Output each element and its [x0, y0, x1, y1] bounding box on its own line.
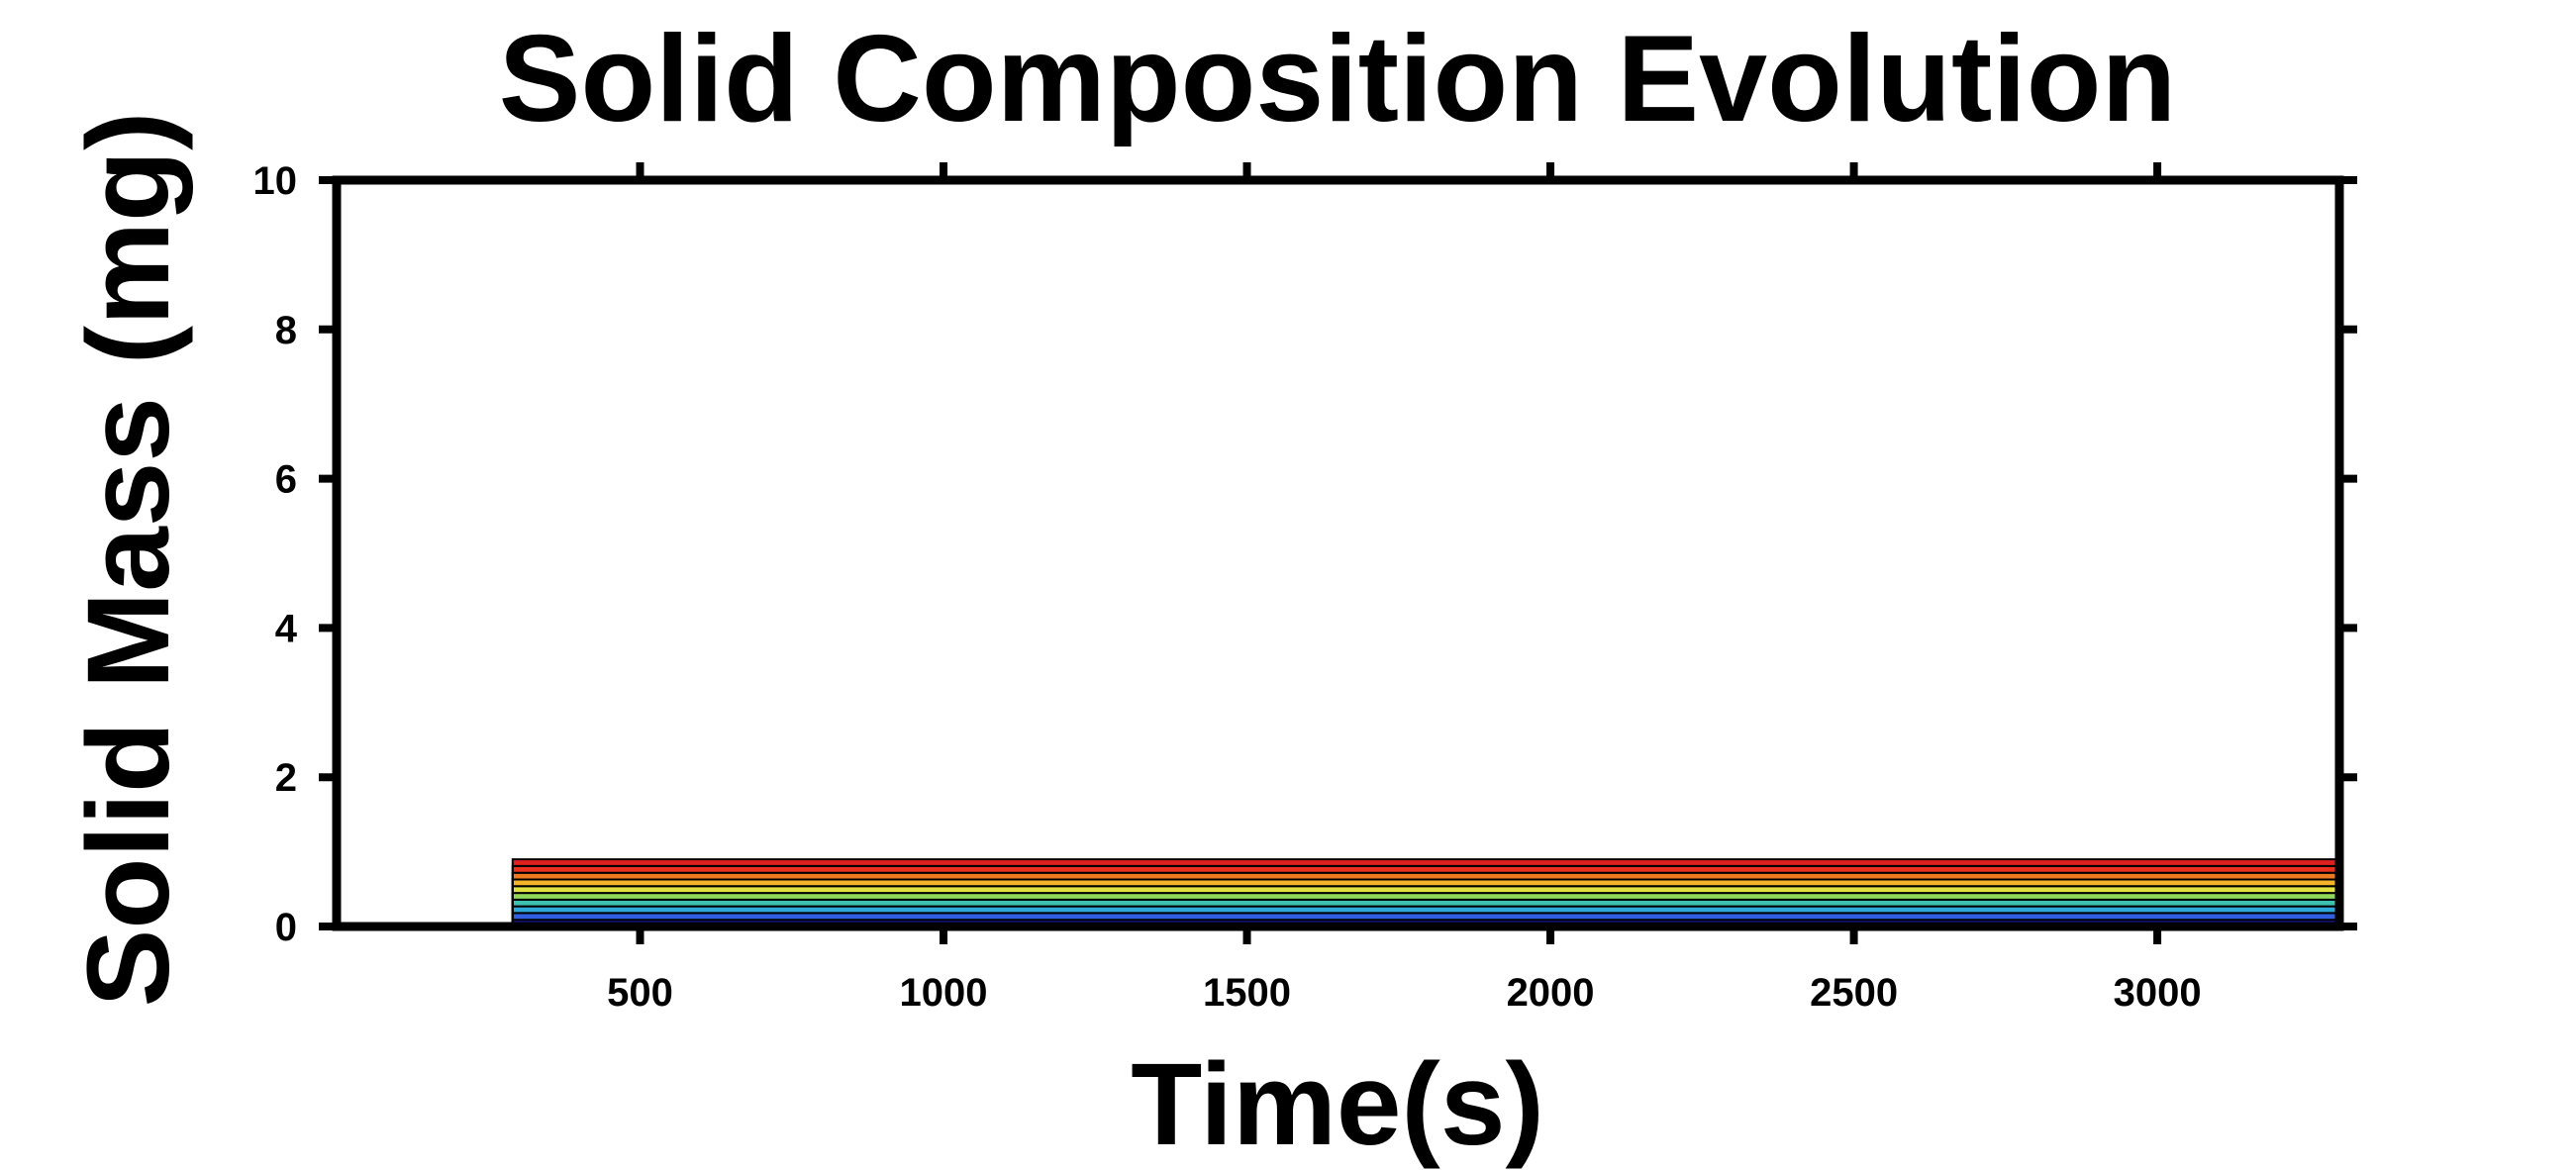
x-tick-label: 2000 — [1507, 971, 1595, 1015]
tick-labels: 500 1000 1500 2000 2500 3000 0 2 4 6 8 10 — [253, 159, 2202, 1015]
y-tick-label: 6 — [275, 458, 297, 502]
x-tick-label: 500 — [607, 971, 673, 1015]
y-tick-label: 0 — [275, 906, 297, 949]
x-tick-label: 1000 — [900, 971, 988, 1015]
plot-area — [337, 858, 2340, 927]
y-tick-label: 2 — [275, 756, 297, 800]
plot-frame — [332, 175, 2344, 931]
y-tick-label: 8 — [275, 309, 297, 352]
x-tick-label: 3000 — [2114, 971, 2202, 1015]
x-tick-label: 2500 — [1810, 971, 1898, 1015]
axis-ticks — [319, 162, 2357, 944]
y-axis-label: Solid Mass (mg) — [63, 112, 194, 1008]
x-tick-label: 1500 — [1203, 971, 1291, 1015]
y-tick-label: 10 — [253, 159, 298, 203]
chart-title: Solid Composition Evolution — [499, 11, 2177, 147]
x-axis-label: Time(s) — [1131, 1039, 1544, 1170]
y-tick-label: 4 — [275, 607, 298, 650]
